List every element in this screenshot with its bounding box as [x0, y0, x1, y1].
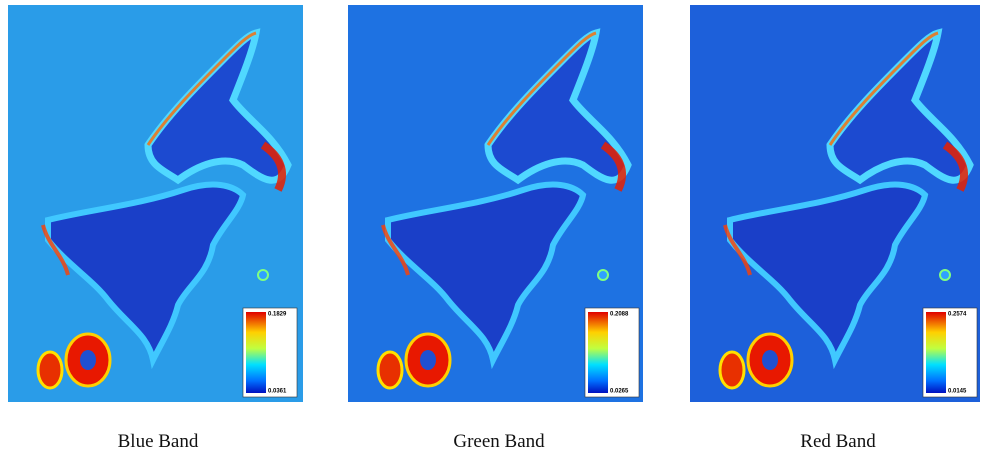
colorbar [588, 312, 608, 393]
colorbar-max: 0.2574 [948, 312, 967, 318]
colorbar-max: 0.2088 [610, 312, 629, 318]
colorbar [926, 312, 946, 393]
colorbar [246, 312, 266, 393]
colorbar-min: 0.0361 [268, 389, 287, 395]
green-band-panel: 0.2088 0.0265 [348, 5, 643, 402]
colorbar-max: 0.1829 [268, 312, 287, 318]
colorbar-min: 0.0145 [948, 389, 967, 395]
blue-band-panel: 0.1829 0.0361 [8, 5, 303, 402]
caption: Blue Band [118, 431, 199, 452]
colorbar-min: 0.0265 [610, 389, 629, 395]
red-band-panel: 0.2574 0.0145 [690, 5, 980, 402]
caption: Red Band [800, 431, 876, 452]
caption: Green Band [453, 431, 545, 452]
figure: 0.1829 0.0361 0.2088 0.0265 0.2574 0.014… [0, 0, 982, 455]
